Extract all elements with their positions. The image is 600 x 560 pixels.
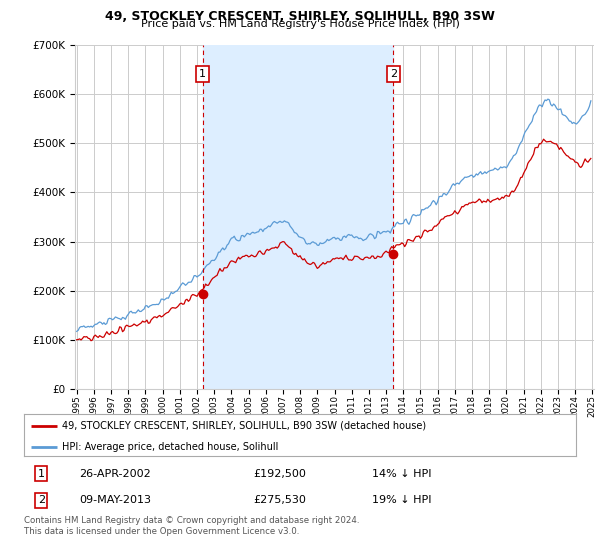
Bar bbox=[203, 45, 393, 389]
Text: Price paid vs. HM Land Registry's House Price Index (HPI): Price paid vs. HM Land Registry's House … bbox=[140, 19, 460, 29]
Text: 1: 1 bbox=[38, 469, 45, 479]
Text: 26-APR-2002: 26-APR-2002 bbox=[79, 469, 151, 479]
Text: Contains HM Land Registry data © Crown copyright and database right 2024.
This d: Contains HM Land Registry data © Crown c… bbox=[24, 516, 359, 536]
Text: £192,500: £192,500 bbox=[253, 469, 306, 479]
Text: 1: 1 bbox=[199, 69, 206, 79]
Text: 2: 2 bbox=[389, 69, 397, 79]
Text: 2: 2 bbox=[38, 495, 45, 505]
Text: HPI: Average price, detached house, Solihull: HPI: Average price, detached house, Soli… bbox=[62, 442, 278, 452]
Text: 49, STOCKLEY CRESCENT, SHIRLEY, SOLIHULL, B90 3SW (detached house): 49, STOCKLEY CRESCENT, SHIRLEY, SOLIHULL… bbox=[62, 421, 425, 431]
Text: £275,530: £275,530 bbox=[253, 495, 306, 505]
Text: 14% ↓ HPI: 14% ↓ HPI bbox=[372, 469, 431, 479]
Text: 09-MAY-2013: 09-MAY-2013 bbox=[79, 495, 151, 505]
Text: 19% ↓ HPI: 19% ↓ HPI bbox=[372, 495, 431, 505]
Text: 49, STOCKLEY CRESCENT, SHIRLEY, SOLIHULL, B90 3SW: 49, STOCKLEY CRESCENT, SHIRLEY, SOLIHULL… bbox=[105, 10, 495, 22]
